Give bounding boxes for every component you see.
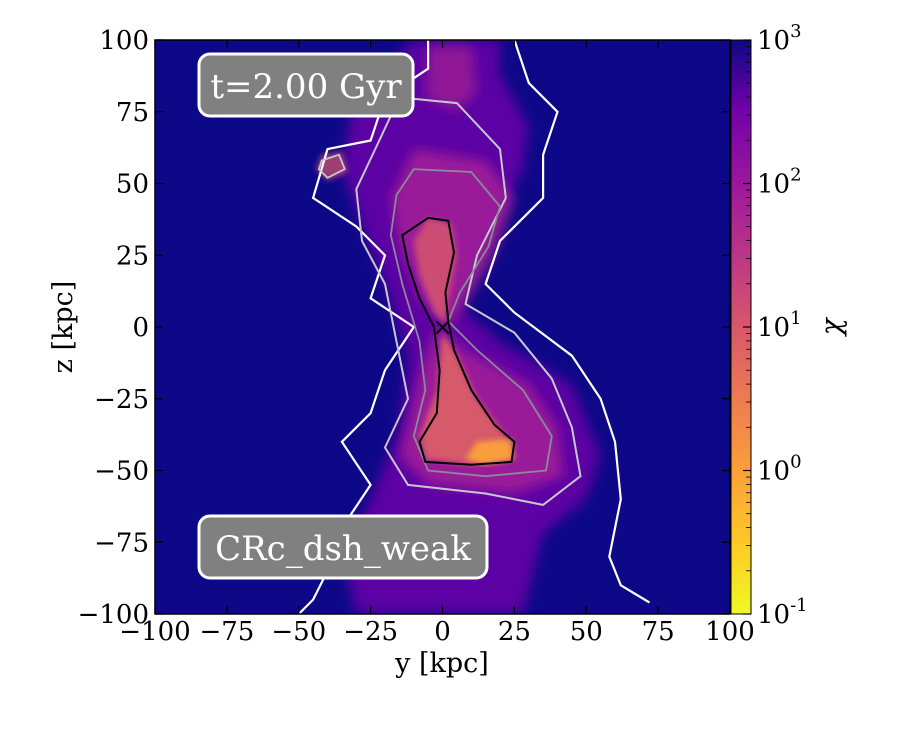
colorbar-label: χ (825, 317, 858, 338)
colorbar-tick-exp: 3 (790, 21, 801, 42)
x-axis-ticks: −100 −75 −50 −25 0 25 50 75 100 (119, 40, 755, 647)
x-tick-label: −50 (271, 617, 326, 647)
y-axis-label: z [kpc] (48, 281, 79, 374)
colorbar-tick-exp: 0 (790, 452, 801, 473)
x-tick-label: −75 (199, 617, 254, 647)
heatmap-gas (316, 40, 601, 614)
time-badge: t=2.00 Gyr (197, 52, 415, 118)
contour-inner (389, 168, 553, 478)
x-tick-label: 100 (705, 617, 755, 647)
gas-region (419, 332, 512, 465)
x-tick-label: 50 (570, 617, 603, 647)
colorbar-tick-exp: 1 (790, 308, 801, 329)
center-marker: × (432, 313, 452, 341)
y-axis-ticks: −100 −75 −50 −25 0 25 50 75 100 (78, 26, 730, 630)
time-badge-text: t=2.00 Gyr (210, 67, 402, 107)
colorbar-tick-label: 101 (757, 308, 802, 343)
y-tick-label: −75 (94, 528, 149, 558)
y-tick-label: 75 (116, 98, 149, 128)
colorbar-tick-label: 102 (757, 165, 802, 200)
y-tick-label: 100 (99, 26, 149, 56)
x-tick-label: −25 (343, 617, 398, 647)
colorbar-tick-base: 10 (757, 26, 790, 56)
contour-outer-right (484, 40, 651, 604)
time-badge-box (197, 52, 415, 118)
colorbar-tick-label: 10-1 (757, 595, 808, 630)
y-tick-label: 50 (116, 170, 149, 200)
colorbar-tick-exp: -1 (790, 595, 808, 616)
run-badge-box (197, 514, 489, 580)
gas-region (425, 45, 477, 112)
colorbar-tick-base: 10 (757, 600, 790, 630)
x-tick-label: 0 (434, 617, 451, 647)
y-tick-label: 25 (116, 241, 149, 271)
y-tick-label: 0 (132, 313, 149, 343)
run-badge-text: CRc_dsh_weak (215, 529, 471, 569)
colorbar-tick-base: 10 (757, 313, 790, 343)
x-tick-label: 25 (498, 617, 531, 647)
contour-blob (317, 153, 346, 179)
y-tick-label: −50 (94, 457, 149, 487)
colorbar-tick-label: 103 (757, 21, 802, 56)
colorbar-tick-base: 10 (757, 457, 790, 487)
gas-region (465, 438, 515, 465)
run-badge: CRc_dsh_weak (197, 514, 489, 580)
x-tick-label: −100 (119, 617, 190, 647)
colorbar-tick-exp: 2 (790, 165, 801, 186)
x-tick-label: 75 (642, 617, 675, 647)
colorbar-tick-base: 10 (757, 170, 790, 200)
y-tick-label: −25 (94, 385, 149, 415)
contour-core (401, 216, 516, 466)
x-axis-label: y [kpc] (394, 648, 489, 679)
y-tick-label: −100 (78, 600, 149, 630)
colorbar-tick-label: 100 (757, 452, 802, 487)
